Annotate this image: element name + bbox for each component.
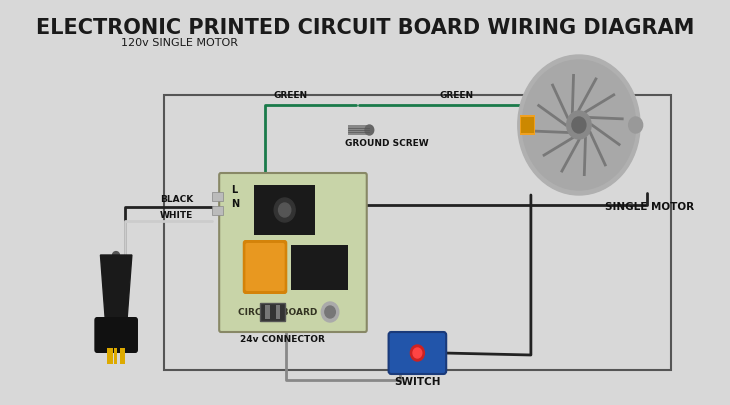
FancyBboxPatch shape [388, 332, 446, 374]
Bar [107, 348, 112, 364]
Text: GROUND SCREW: GROUND SCREW [345, 139, 429, 148]
Circle shape [279, 203, 291, 217]
Bar [212, 206, 223, 215]
Circle shape [572, 117, 586, 133]
Bar [120, 348, 125, 364]
Text: ELECTRONIC PRINTED CIRCUIT BOARD WIRING DIAGRAM: ELECTRONIC PRINTED CIRCUIT BOARD WIRING … [36, 18, 694, 38]
Bar [276, 305, 280, 319]
Circle shape [566, 111, 591, 139]
Circle shape [522, 60, 636, 190]
FancyBboxPatch shape [243, 240, 288, 294]
Text: SWITCH: SWITCH [394, 377, 441, 387]
Text: L: L [231, 185, 238, 195]
Bar [114, 348, 117, 364]
FancyBboxPatch shape [94, 317, 138, 353]
Circle shape [629, 117, 642, 133]
Circle shape [518, 55, 640, 195]
Bar [260, 303, 285, 321]
Text: SINGLE MOTOR: SINGLE MOTOR [605, 202, 694, 212]
Text: GREEN: GREEN [273, 91, 307, 100]
Circle shape [365, 125, 374, 135]
Bar [266, 305, 270, 319]
Bar [291, 245, 347, 290]
Circle shape [410, 345, 424, 361]
Bar [347, 125, 369, 135]
Polygon shape [101, 255, 132, 325]
Bar [212, 192, 223, 201]
Circle shape [274, 198, 295, 222]
Bar [520, 115, 535, 135]
Bar [521, 117, 534, 133]
Bar [164, 95, 671, 370]
Text: GREEN: GREEN [439, 91, 473, 100]
Circle shape [321, 302, 339, 322]
FancyBboxPatch shape [219, 173, 366, 332]
Circle shape [325, 306, 335, 318]
Text: 120v SINGLE MOTOR: 120v SINGLE MOTOR [120, 38, 237, 48]
Bar [254, 185, 315, 235]
FancyBboxPatch shape [245, 243, 285, 291]
Circle shape [413, 348, 422, 358]
Text: N: N [231, 199, 239, 209]
Text: 24v CONNECTOR: 24v CONNECTOR [240, 335, 325, 344]
Text: BLACK: BLACK [160, 195, 193, 204]
Text: WHITE: WHITE [160, 211, 193, 220]
Text: CIRCUIT BOARD: CIRCUIT BOARD [239, 308, 318, 317]
